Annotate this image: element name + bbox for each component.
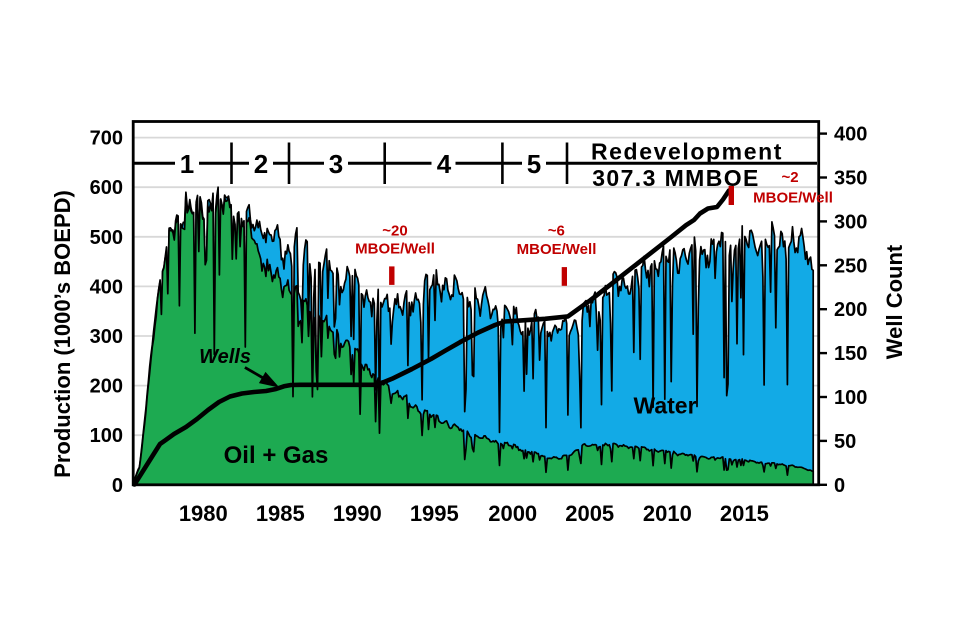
svg-text:Water: Water [633, 393, 696, 419]
svg-text:200: 200 [834, 299, 867, 321]
svg-text:Oil + Gas: Oil + Gas [224, 442, 329, 469]
svg-text:3: 3 [329, 149, 343, 179]
svg-text:1995: 1995 [410, 501, 459, 526]
svg-text:300: 300 [834, 211, 867, 233]
svg-text:200: 200 [90, 376, 123, 398]
svg-text:Well Count: Well Count [882, 244, 907, 359]
svg-text:2000: 2000 [488, 501, 537, 526]
svg-text:1: 1 [180, 149, 194, 179]
svg-text:2: 2 [254, 149, 268, 179]
svg-text:400: 400 [90, 276, 123, 298]
svg-text:~2: ~2 [781, 169, 798, 186]
svg-text:MBOE/Well: MBOE/Well [355, 241, 435, 258]
svg-text:Production (1000’s BOEPD): Production (1000’s BOEPD) [50, 190, 75, 478]
svg-text:100: 100 [834, 387, 867, 409]
svg-text:350: 350 [834, 168, 867, 190]
svg-text:2010: 2010 [643, 501, 692, 526]
svg-text:1980: 1980 [179, 501, 228, 526]
svg-text:307.3 MMBOE: 307.3 MMBOE [592, 165, 760, 191]
svg-text:500: 500 [90, 227, 123, 249]
svg-text:Redevelopment: Redevelopment [591, 139, 783, 165]
svg-text:250: 250 [834, 255, 867, 277]
svg-text:100: 100 [90, 425, 123, 447]
svg-text:400: 400 [834, 124, 867, 146]
svg-text:600: 600 [90, 177, 123, 199]
svg-text:Wells: Wells [199, 346, 251, 368]
svg-text:300: 300 [90, 326, 123, 348]
svg-text:MBOE/Well: MBOE/Well [753, 190, 833, 207]
svg-text:150: 150 [834, 343, 867, 365]
svg-text:4: 4 [437, 149, 452, 179]
svg-text:2005: 2005 [565, 501, 614, 526]
svg-text:0: 0 [834, 475, 845, 497]
svg-text:0: 0 [112, 475, 123, 497]
svg-text:5: 5 [527, 149, 541, 179]
svg-text:2015: 2015 [720, 501, 769, 526]
svg-text:1990: 1990 [333, 501, 382, 526]
svg-text:50: 50 [834, 431, 856, 453]
svg-text:MBOE/Well: MBOE/Well [517, 241, 597, 258]
svg-text:700: 700 [90, 128, 123, 150]
svg-text:1985: 1985 [256, 501, 305, 526]
svg-text:~6: ~6 [548, 223, 565, 240]
svg-text:~20: ~20 [382, 223, 407, 240]
